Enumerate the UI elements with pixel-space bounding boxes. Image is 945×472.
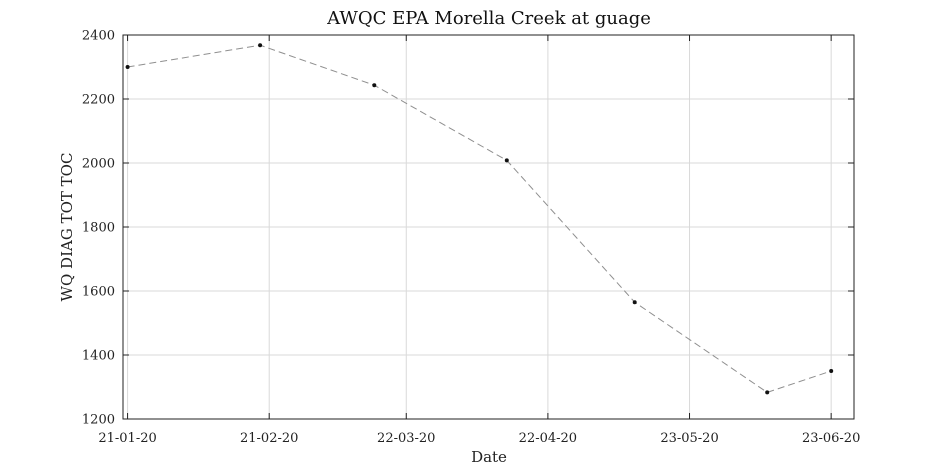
- data-point: [765, 390, 770, 395]
- x-tick-label: 21-02-20: [240, 431, 298, 446]
- data-point: [632, 300, 637, 305]
- x-axis-label: Date: [471, 448, 507, 466]
- chart-title: AWQC EPA Morella Creek at guage: [326, 8, 651, 29]
- x-tick-label: 22-04-20: [519, 431, 577, 446]
- y-ticks: 1200 1400 1600 1800 2000 2200 2400: [82, 29, 854, 428]
- y-axis-label: WQ DIAG TOT TOC: [58, 153, 76, 302]
- data-point: [258, 43, 263, 48]
- x-tick-label: 23-05-20: [660, 431, 718, 446]
- y-tick-label: 1200: [82, 413, 115, 428]
- x-ticks: 21-01-20 21-02-20 22-03-20 22-04-20 23-05-20…: [98, 35, 860, 446]
- data-point: [829, 369, 834, 373]
- data-point: [372, 83, 377, 88]
- x-tick-label: 21-01-20: [98, 431, 156, 446]
- grid-lines: [123, 34, 854, 420]
- data-point: [125, 65, 130, 69]
- y-tick-label: 1600: [82, 285, 115, 300]
- y-tick-label: 1800: [82, 221, 115, 236]
- y-tick-label: 2400: [82, 29, 115, 44]
- data-point: [504, 158, 509, 163]
- series-line: [127, 44, 832, 393]
- series: [125, 43, 834, 395]
- y-tick-label: 2200: [82, 93, 115, 108]
- x-tick-label: 22-03-20: [377, 431, 435, 446]
- y-tick-label: 2000: [82, 157, 115, 172]
- x-tick-label: 23-06-20: [802, 431, 860, 446]
- y-tick-label: 1400: [82, 349, 115, 364]
